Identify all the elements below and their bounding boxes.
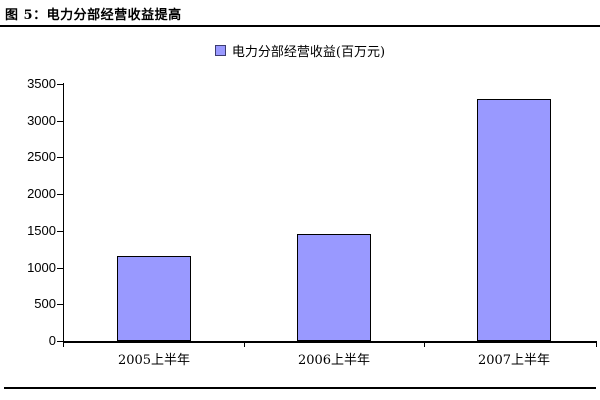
title-divider-line <box>0 25 600 27</box>
y-axis-tick-label: 2000 <box>27 186 56 202</box>
bottom-divider-line <box>4 387 596 389</box>
chart-legend: 电力分部经营收益(百万元) <box>0 41 600 60</box>
y-axis-tick <box>57 267 63 269</box>
x-axis-tick <box>63 342 64 347</box>
y-axis-tick-label: 1000 <box>27 259 56 275</box>
y-axis-tick <box>57 230 63 232</box>
y-axis-tick <box>57 84 63 85</box>
y-axis-tick <box>57 194 63 196</box>
x-axis-label: 2007上半年 <box>477 353 551 368</box>
y-axis-tick <box>57 341 63 342</box>
bar-2007上半年 <box>477 98 551 341</box>
x-axis-tick <box>424 342 425 347</box>
y-axis-line <box>63 83 64 342</box>
y-axis-tick-label: 2500 <box>27 149 56 165</box>
x-axis-line <box>63 341 597 343</box>
bar-2005上半年 <box>117 255 191 341</box>
x-axis-tick <box>244 342 245 347</box>
figure-title: 图 5：电力分部经营收益提高 <box>5 8 182 23</box>
y-axis-tick <box>57 304 63 306</box>
y-axis-tick <box>57 157 63 159</box>
y-axis-tick-label: 1500 <box>27 222 56 238</box>
y-axis-tick-label: 500 <box>34 296 56 312</box>
x-axis-label: 2006上半年 <box>297 353 371 368</box>
y-axis-tick-label: 3000 <box>27 112 56 128</box>
y-axis-tick-label: 3500 <box>27 76 56 91</box>
x-axis-label: 2005上半年 <box>117 353 191 368</box>
y-axis-tick <box>57 120 63 122</box>
legend-swatch-icon <box>214 45 226 56</box>
y-axis-tick-label: 0 <box>48 333 56 348</box>
legend-label: 电力分部经营收益(百万元) <box>231 45 386 60</box>
x-axis-tick <box>596 342 597 347</box>
bar-2006上半年 <box>297 233 371 341</box>
